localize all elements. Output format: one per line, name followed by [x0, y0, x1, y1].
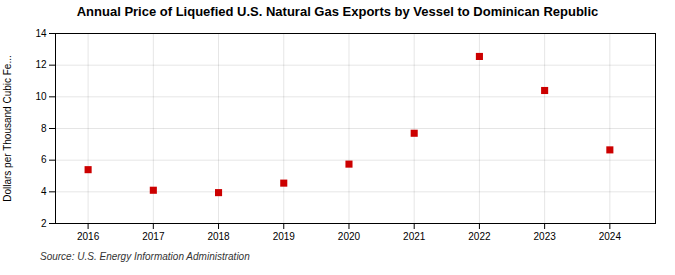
svg-text:2016: 2016 [77, 231, 100, 242]
svg-text:2022: 2022 [468, 231, 491, 242]
svg-text:2021: 2021 [403, 231, 426, 242]
svg-text:12: 12 [35, 59, 47, 70]
svg-text:2018: 2018 [207, 231, 230, 242]
svg-text:2: 2 [41, 218, 47, 229]
svg-text:2017: 2017 [142, 231, 165, 242]
html-text:Annual Price of Liquefied U.S.: Annual Price of Liquefied U.S. Natural G… [76, 4, 599, 19]
svg-text:Dollars per Thousand Cubic Fe.: Dollars per Thousand Cubic Fe... [2, 55, 13, 202]
svg-text:2019: 2019 [273, 231, 296, 242]
svg-text:2024: 2024 [599, 231, 622, 242]
svg-text:2020: 2020 [338, 231, 361, 242]
svg-text:14: 14 [35, 28, 47, 39]
svg-text:8: 8 [41, 123, 47, 134]
svg-text:10: 10 [35, 91, 47, 102]
html-text:Source: U.S. Energy Informatio: Source: U.S. Energy Information Administ… [40, 251, 250, 262]
svg-text:6: 6 [41, 154, 47, 165]
svg-text:2023: 2023 [534, 231, 557, 242]
svg-text:4: 4 [41, 186, 47, 197]
